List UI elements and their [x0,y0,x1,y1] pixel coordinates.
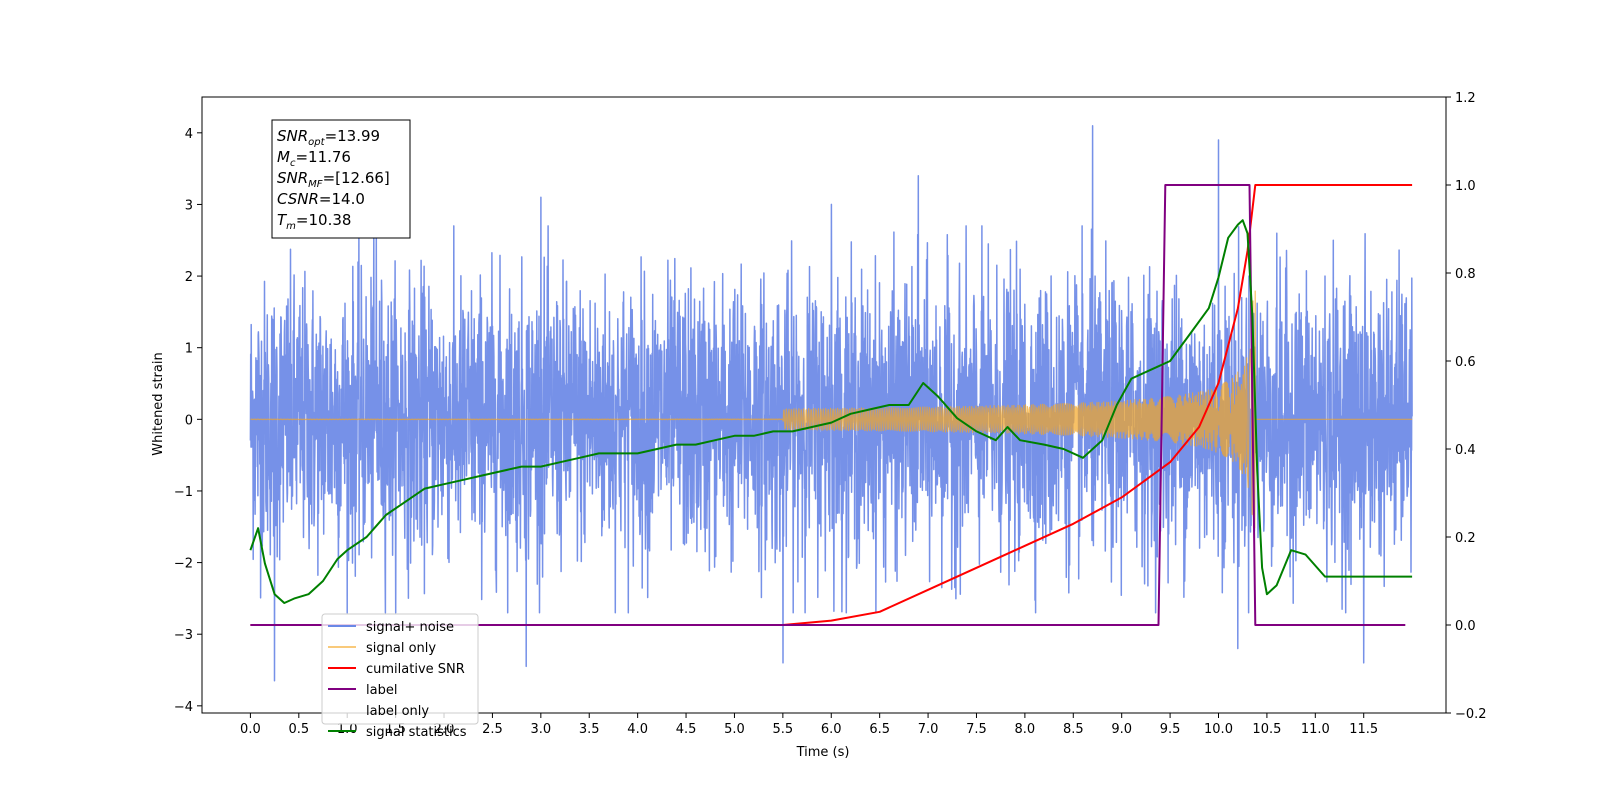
x-tick-label: 5.0 [724,722,745,737]
y-tick-label: 3 [185,198,193,213]
x-tick-label: 0.0 [240,722,261,737]
x-tick-label: 9.0 [1111,722,1132,737]
x-tick-label: 1.0 [337,722,358,737]
x-tick-label: 8.5 [1063,722,1084,737]
y2-tick-label: 1.0 [1455,179,1476,194]
annotation-value: =10.38 [296,211,352,229]
y2-tick-label: 0.2 [1455,531,1476,546]
annotation-symbol: M [277,148,290,166]
x-tick-label: 7.0 [918,722,939,737]
annotation-subscript: MF [308,179,323,190]
y-tick-label: −3 [174,628,193,643]
plot-area [249,124,1413,682]
y2-tick-label: 0.8 [1455,267,1476,282]
axes-frame [201,96,1447,714]
series-signal-statistics [249,219,1413,604]
annotation-line: CSNR=14.0 [277,190,365,208]
annotation-symbol: SNR [277,127,308,145]
x-tick-label: 7.5 [966,722,987,737]
annotation-line: SNRopt=13.99 [277,127,380,148]
x-tick-label: 0.5 [288,722,309,737]
x-tick-label: 4.5 [676,722,697,737]
y-tick-label: 2 [185,270,193,285]
stats-annotation-box: SNRopt=13.99Mc=11.76SNRMF=[12.66]CSNR=14… [271,119,411,239]
x-tick-label: 1.5 [385,722,406,737]
annotation-value: =13.99 [325,127,381,145]
y-tick-label: −2 [174,557,193,572]
x-tick-label: 6.0 [821,722,842,737]
annotation-subscript: opt [308,137,325,148]
annotation-line: Tm=10.38 [277,211,351,232]
y2-tick-label: 0.6 [1455,355,1476,370]
y-tick-label: −1 [174,485,193,500]
legend-label-signal-statistics: signal statistics [366,725,467,740]
legend-label-signal-noise: signal+ noise [366,620,454,635]
legend-label-cumilative-snr: cumilative SNR [366,662,465,677]
x-tick-label: 11.5 [1349,722,1378,737]
legend-label-label-only: label only [366,704,429,719]
x-tick-label: 6.5 [869,722,890,737]
y-tick-label: −4 [174,700,193,715]
legend-label-label: label [366,683,397,698]
annotation-symbol: CSNR [277,190,319,208]
annotation-symbol: T [277,211,288,229]
x-tick-label: 10.5 [1252,722,1281,737]
series-label [250,184,1406,626]
y2-tick-label: 1.2 [1455,91,1476,106]
x-tick-label: 2.5 [482,722,503,737]
legend-label-signal-only: signal only [366,641,436,656]
x-tick-label: 2.0 [434,722,455,737]
x-tick-label: 4.0 [627,722,648,737]
annotation-frame [271,119,411,239]
y-tick-label: 4 [185,127,193,142]
axes: 0.0 0.5 1.0 1.5 2.0 2.5 3.0 3.5 4.0 4.5 5.0 5.5 6.0 6… [174,91,1487,737]
legend-frame [321,613,479,725]
y2-tick-label: 0.4 [1455,443,1476,458]
series-signal-noise [249,124,1413,682]
annotation-subscript: c [290,158,296,169]
x-tick-label: 10.0 [1204,722,1233,737]
annotation-value: =14.0 [319,190,365,208]
annotation-symbol: SNR [277,169,308,187]
y-axis-label: Whitened strain [151,352,166,455]
y-tick-label: 1 [185,342,193,357]
annotation-value: =[12.66] [323,169,390,187]
y-tick-label: 0 [185,413,193,428]
series-signal-only [250,290,1413,529]
x-tick-label: 3.5 [579,722,600,737]
x-tick-label: 8.0 [1015,722,1036,737]
x-tick-label: 9.5 [1160,722,1181,737]
annotation-subscript: m [286,221,296,232]
legend: signal+ noise signal only cumilative SNR la… [321,613,479,740]
y2-tick-label: −0.2 [1455,707,1487,722]
x-tick-label: 3.0 [530,722,551,737]
annotation-line: Mc=11.76 [277,148,351,169]
x-axis-label: Time (s) [796,745,850,760]
x-tick-label: 5.5 [773,722,794,737]
annotation-line: SNRMF=[12.66] [277,169,390,190]
annotation-value: =11.76 [295,148,351,166]
series-cumilative-snr [250,184,1413,626]
x-tick-label: 11.0 [1301,722,1330,737]
y2-tick-label: 0.0 [1455,619,1476,634]
